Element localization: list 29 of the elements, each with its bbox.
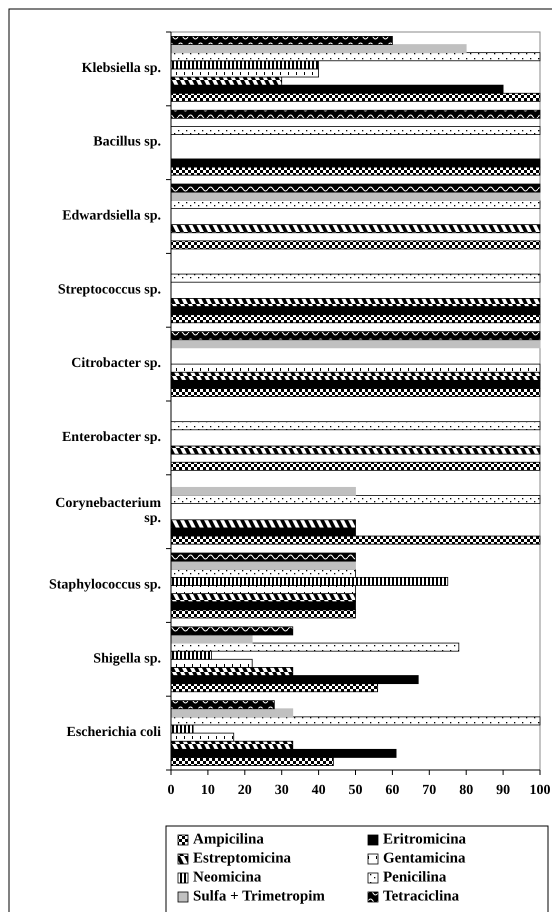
x-tick-label: 0	[168, 783, 174, 798]
legend-label: Gentamicina	[383, 850, 466, 866]
y-tick-label: Streptococcus sp.	[58, 282, 161, 298]
x-tick-label: 40	[312, 783, 326, 798]
y-tick-label: Corynebacterium sp.	[55, 496, 162, 526]
legend-label: Neomicina	[193, 869, 262, 886]
legend-label: Estreptomicina	[193, 850, 292, 866]
y-tick-label: Edwardsiella sp.	[62, 208, 161, 224]
x-tick-label: 90	[496, 783, 510, 798]
legend-label: Penicilina	[383, 869, 447, 886]
legend-label: Ampicilina	[193, 831, 264, 848]
x-tick-label: 10	[200, 783, 215, 798]
x-tick-label: 30	[274, 783, 289, 798]
y-tick-label: Enterobacter sp.	[62, 430, 161, 446]
x-tick-label: 100	[530, 783, 550, 798]
x-tick-label: 80	[459, 783, 474, 798]
x-tick-label: 50	[348, 783, 362, 798]
y-tick-label: Escherichia coli	[66, 725, 162, 740]
legend-label: Eritromicina	[383, 831, 467, 848]
y-tick-label: Klebsiella sp.	[82, 61, 161, 76]
x-tick-label: 20	[238, 783, 252, 798]
y-tick-label: Staphylococcus sp.	[48, 578, 161, 593]
y-tick-label: Citrobacter sp.	[71, 356, 161, 372]
y-tick-label: Shigella sp.	[93, 652, 161, 667]
x-tick-label: 60	[385, 783, 400, 798]
legend-label: Sulfa + Trimetropim	[193, 888, 326, 904]
legend-label: Tetraciclina	[383, 888, 460, 904]
x-tick-label: 70	[422, 783, 436, 798]
y-tick-label: Bacillus sp.	[93, 134, 161, 150]
